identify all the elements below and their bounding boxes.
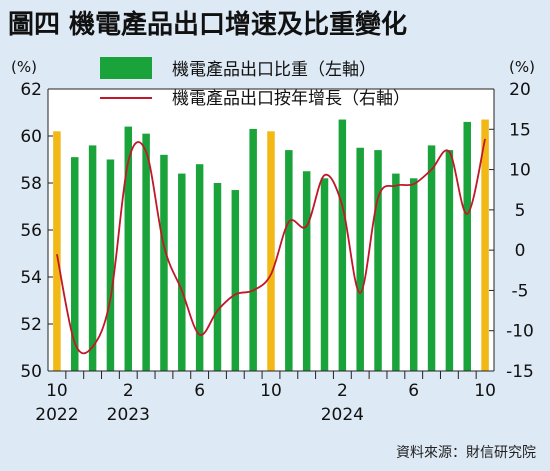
chart-title: 圖四 機電產品出口增速及比重變化 xyxy=(8,10,408,40)
right-tick-label: 20 xyxy=(509,80,531,100)
chart-area: 50 52 54 56 58 60 62 -15 -10 -5 0 5 10 15 20 (%) (%) 10 20… xyxy=(11,57,535,425)
right-tick-label: -15 xyxy=(506,362,534,382)
bar xyxy=(213,183,222,371)
bar-highlight xyxy=(267,131,275,371)
bar xyxy=(338,119,347,371)
right-axis-unit: (%) xyxy=(509,58,535,76)
x-year-label: 2024 xyxy=(321,405,364,425)
bar xyxy=(178,173,186,371)
bar xyxy=(409,178,418,371)
left-tick-label: 50 xyxy=(20,362,42,382)
legend-bar-swatch xyxy=(100,57,152,79)
x-tick-label: 10 xyxy=(474,381,496,401)
bar xyxy=(124,126,133,371)
bar xyxy=(427,145,436,371)
bar xyxy=(320,178,329,371)
right-tick-label: -10 xyxy=(506,322,534,342)
left-axis-unit: (%) xyxy=(11,58,37,76)
bar xyxy=(445,150,454,371)
x-tick-label: 10 xyxy=(260,381,282,401)
bar xyxy=(195,164,204,371)
bar xyxy=(392,173,400,371)
x-tick-label: 6 xyxy=(194,381,205,401)
right-tick-label: -5 xyxy=(512,281,529,301)
bar xyxy=(463,121,471,372)
left-tick-label: 54 xyxy=(20,268,42,288)
left-tick-label: 62 xyxy=(20,80,42,100)
left-tick-label: 52 xyxy=(20,315,42,335)
right-tick-label: 15 xyxy=(509,120,531,140)
x-tick-label: 10 xyxy=(46,381,68,401)
bar-highlight xyxy=(481,119,489,371)
legend-bar-label: 機電產品出口比重（左軸） xyxy=(172,60,376,80)
left-tick-label: 58 xyxy=(20,174,42,194)
growth-line xyxy=(56,138,486,355)
bar xyxy=(71,157,79,371)
left-tick-label: 56 xyxy=(20,221,42,241)
bar-highlight xyxy=(53,131,61,371)
legend-line-label: 機電產品出口按年增長（右軸） xyxy=(172,89,410,109)
right-tick-label: 5 xyxy=(515,201,526,221)
bar xyxy=(356,147,364,371)
bar xyxy=(88,145,97,371)
bar xyxy=(285,150,293,371)
bar xyxy=(302,171,311,371)
source-note: 資料來源：財信研究院 xyxy=(396,445,536,461)
bar xyxy=(106,159,115,371)
title-bar: 圖四 機電產品出口增速及比重變化 xyxy=(0,0,550,44)
bar xyxy=(374,150,382,371)
right-tick-label: 0 xyxy=(515,241,526,261)
bar xyxy=(142,133,150,371)
x-tick-label: 2 xyxy=(337,381,348,401)
bar xyxy=(160,154,168,371)
right-tick-label: 10 xyxy=(509,161,531,181)
left-tick-label: 60 xyxy=(20,127,42,147)
bar xyxy=(231,190,240,371)
x-tick-label: 6 xyxy=(408,381,419,401)
x-year-label: 2023 xyxy=(107,405,150,425)
x-tick-label: 2 xyxy=(123,381,134,401)
x-year-label: 2022 xyxy=(35,405,78,425)
bar xyxy=(249,128,257,371)
